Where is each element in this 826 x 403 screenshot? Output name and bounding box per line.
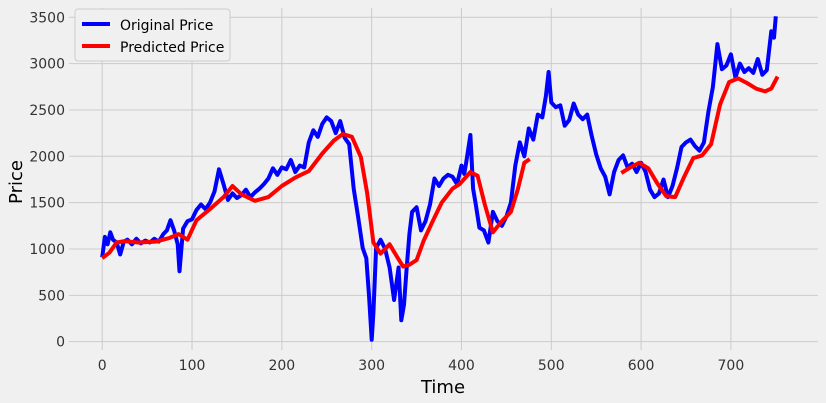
series-layer <box>100 16 780 342</box>
original-price-line <box>100 16 778 342</box>
x-tick-label: 700 <box>718 358 745 374</box>
x-axis-title: Time <box>420 377 465 398</box>
legend: Original Price Predicted Price <box>74 8 231 62</box>
legend-label-original: Original Price <box>120 18 213 34</box>
y-tick-label: 3000 <box>29 57 65 73</box>
x-tick-label: 600 <box>628 358 655 374</box>
grid <box>69 8 818 350</box>
y-axis-title: Price <box>6 160 27 204</box>
y-tick-label: 2000 <box>29 149 65 165</box>
legend-frame <box>74 8 231 62</box>
y-tick-label: 3500 <box>29 10 65 26</box>
x-tick-label: 200 <box>268 358 295 374</box>
y-tick-label: 2500 <box>29 103 65 119</box>
x-tick-label: 400 <box>448 358 475 374</box>
predicted-price-line <box>620 75 780 200</box>
y-tick-label: 1500 <box>29 196 65 212</box>
y-tick-label: 1000 <box>29 242 65 258</box>
y-tick-label: 500 <box>38 288 65 304</box>
tick-labels: 0 100 200 300 400 500 600 700 0 500 1000 1500 2000 25… <box>29 10 744 374</box>
y-tick-label: 0 <box>56 335 65 351</box>
legend-label-predicted: Predicted Price <box>120 40 224 56</box>
predicted-price-line <box>100 132 531 269</box>
x-tick-label: 500 <box>538 358 565 374</box>
x-tick-label: 300 <box>358 358 385 374</box>
x-tick-label: 100 <box>179 358 206 374</box>
x-tick-label: 0 <box>98 358 107 374</box>
